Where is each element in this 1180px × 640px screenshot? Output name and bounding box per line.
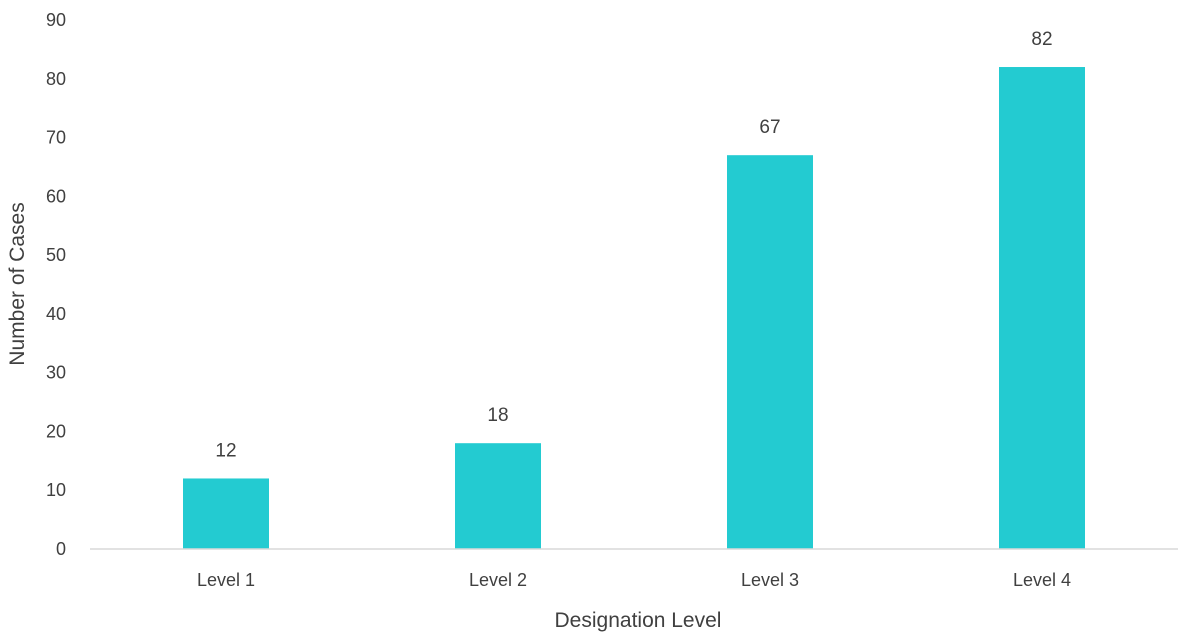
y-tick-label: 50 [46, 245, 66, 265]
bar [455, 443, 541, 549]
bar [727, 155, 813, 549]
y-tick-label: 20 [46, 421, 66, 441]
data-label: 82 [1031, 29, 1052, 50]
y-axis-title: Number of Cases [6, 202, 29, 365]
x-tick-label: Level 1 [197, 570, 255, 590]
bar [183, 478, 269, 549]
x-axis-category-labels: Level 1 Level 2 Level 3 Level 4 [197, 570, 1071, 590]
y-axis-ticks: 0 10 20 30 40 50 60 70 80 90 [46, 10, 66, 559]
y-tick-label: 40 [46, 304, 66, 324]
bar [999, 67, 1085, 550]
x-axis-title: Designation Level [555, 609, 722, 632]
data-label: 67 [759, 117, 780, 138]
y-tick-label: 60 [46, 186, 66, 206]
y-tick-label: 90 [46, 10, 66, 30]
y-tick-label: 30 [46, 363, 66, 383]
bars-group [183, 67, 1085, 550]
data-label: 12 [215, 440, 236, 461]
y-tick-label: 10 [46, 480, 66, 500]
x-tick-label: Level 3 [741, 570, 799, 590]
y-tick-label: 80 [46, 69, 66, 89]
y-tick-label: 70 [46, 128, 66, 148]
x-tick-label: Level 4 [1013, 570, 1071, 590]
x-tick-label: Level 2 [469, 570, 527, 590]
data-label: 18 [487, 405, 508, 426]
y-tick-label: 0 [56, 539, 66, 559]
data-labels-group: 12 18 67 82 [215, 29, 1052, 461]
